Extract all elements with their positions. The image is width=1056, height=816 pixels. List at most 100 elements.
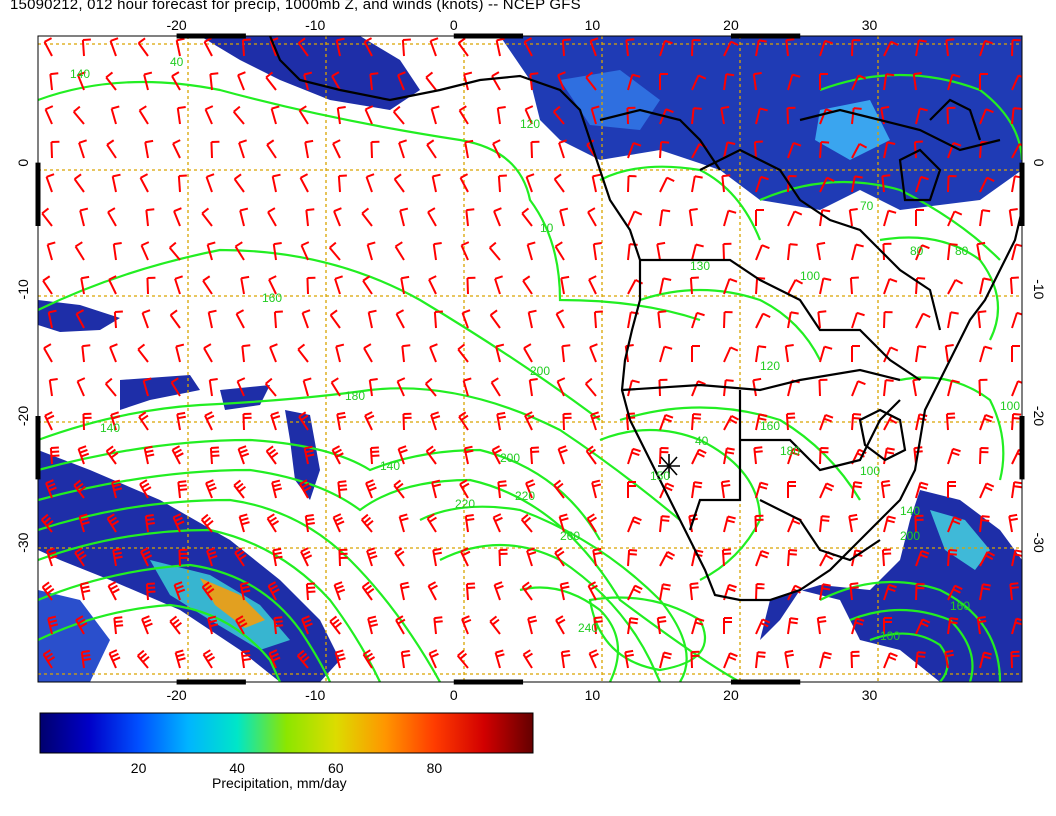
wind-barb xyxy=(77,445,90,465)
wind-barb xyxy=(266,513,280,533)
wind-barb xyxy=(273,310,283,329)
wind-barb xyxy=(304,514,315,533)
wind-barb xyxy=(524,105,534,125)
contour-label: 10 xyxy=(540,221,554,235)
wind-barb xyxy=(171,71,181,91)
wind-barb xyxy=(553,173,565,193)
wind-barb xyxy=(659,482,675,499)
wind-barb xyxy=(398,513,409,533)
wind-barb xyxy=(393,479,405,499)
wind-barb xyxy=(459,479,470,499)
wind-barb xyxy=(433,616,443,635)
wind-barb xyxy=(233,173,245,193)
contour-labels: 1404014012010130160180200140200220220240… xyxy=(70,55,1020,643)
precip-area xyxy=(38,300,120,332)
wind-barb xyxy=(817,310,827,329)
contour-label: 220 xyxy=(455,497,475,511)
wind-barb xyxy=(204,411,215,431)
wind-barb xyxy=(173,207,182,227)
wind-barb xyxy=(110,105,120,125)
wind-barb xyxy=(944,344,954,363)
wind-barb xyxy=(200,513,214,533)
wind-barb xyxy=(883,583,897,601)
wind-barb xyxy=(979,209,991,227)
contour-label: 220 xyxy=(515,489,535,503)
wind-barb xyxy=(367,615,379,635)
wind-barb xyxy=(787,549,798,567)
wind-barb xyxy=(139,479,152,499)
wind-barb xyxy=(431,173,441,193)
wind-barb xyxy=(428,275,437,295)
wind-barb xyxy=(659,345,673,363)
wind-barb xyxy=(234,241,245,261)
wind-barb xyxy=(272,547,283,567)
wind-barb xyxy=(691,481,703,499)
wind-barb xyxy=(819,209,831,227)
wind-barb xyxy=(553,479,565,499)
wind-barb xyxy=(210,140,220,159)
wind-barb xyxy=(75,615,88,635)
wind-barb xyxy=(79,207,89,227)
wind-barb xyxy=(232,105,245,125)
wind-barb xyxy=(111,479,123,499)
wind-barb xyxy=(271,173,281,193)
wind-barb xyxy=(552,105,565,125)
wind-barb xyxy=(656,616,667,635)
wind-barb xyxy=(627,584,643,601)
wind-barb xyxy=(397,71,406,91)
wind-barb xyxy=(529,446,540,465)
wind-barb xyxy=(456,649,469,669)
wind-barb xyxy=(427,581,438,601)
wind-barb xyxy=(787,617,799,635)
wind-barb xyxy=(206,241,216,261)
contour-label: 150 xyxy=(650,469,670,483)
wind-barb xyxy=(691,413,702,431)
wind-barb xyxy=(466,276,476,295)
wind-barb xyxy=(880,480,891,499)
wind-barb xyxy=(591,479,602,499)
wind-barb xyxy=(48,378,58,397)
wind-barb xyxy=(691,448,707,465)
wind-barb xyxy=(555,309,565,329)
wind-barb xyxy=(497,480,507,499)
contour-label: 160 xyxy=(760,419,780,433)
contour-label: 180 xyxy=(345,389,365,403)
wind-barb xyxy=(559,581,570,601)
wind-barb xyxy=(659,209,671,227)
contour-label: 130 xyxy=(690,259,710,273)
map-border xyxy=(37,35,1023,683)
wind-barb xyxy=(491,445,502,465)
wind-barb xyxy=(979,447,989,465)
wind-barb xyxy=(627,447,641,465)
contour-label: 180 xyxy=(780,444,800,458)
wind-barb xyxy=(138,105,149,125)
contour-label: 100 xyxy=(1000,399,1020,413)
wind-barb xyxy=(399,581,410,601)
wind-barb xyxy=(659,515,670,533)
wind-barb xyxy=(173,581,186,601)
contour-label: 80 xyxy=(955,244,969,258)
wind-barb xyxy=(723,346,739,363)
wind-barb xyxy=(592,242,602,261)
wind-barb xyxy=(627,142,642,159)
wind-barb xyxy=(659,447,669,465)
wind-barb xyxy=(143,445,155,465)
wind-barb xyxy=(110,411,121,431)
wind-barb xyxy=(589,343,598,363)
wind-barb xyxy=(947,516,962,533)
wind-barb xyxy=(723,447,735,465)
contour-label: 100 xyxy=(860,464,880,478)
wind-barb xyxy=(523,343,533,363)
wind-barb xyxy=(42,649,56,669)
wind-barb xyxy=(659,39,673,57)
contour-label: 160 xyxy=(262,291,282,305)
wind-barb xyxy=(49,72,59,91)
wind-barb xyxy=(237,445,250,465)
wind-barb xyxy=(144,139,154,159)
wind-barb xyxy=(849,582,859,601)
wind-barb xyxy=(140,547,153,567)
wind-barb xyxy=(883,515,896,533)
wind-barb xyxy=(432,547,442,567)
wind-barb xyxy=(108,275,117,295)
wind-barb xyxy=(627,617,639,635)
